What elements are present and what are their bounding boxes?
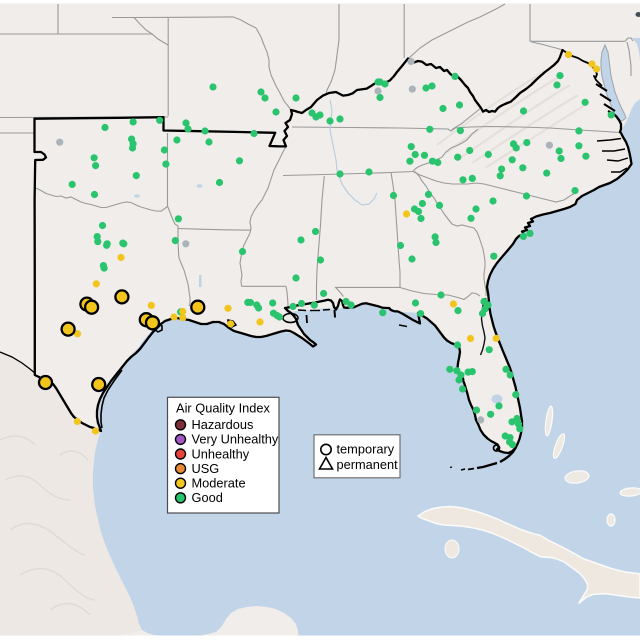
svg-text:Air Quality Index: Air Quality Index (176, 401, 270, 416)
svg-text:permanent: permanent (337, 457, 399, 472)
svg-text:USG: USG (192, 461, 220, 476)
svg-text:Very Unhealthy: Very Unhealthy (192, 432, 279, 447)
svg-text:Good: Good (192, 490, 223, 505)
svg-text:Moderate: Moderate (192, 476, 246, 491)
svg-text:Unhealthy: Unhealthy (192, 446, 250, 461)
svg-text:temporary: temporary (337, 442, 395, 457)
svg-text:Hazardous: Hazardous (192, 417, 254, 432)
